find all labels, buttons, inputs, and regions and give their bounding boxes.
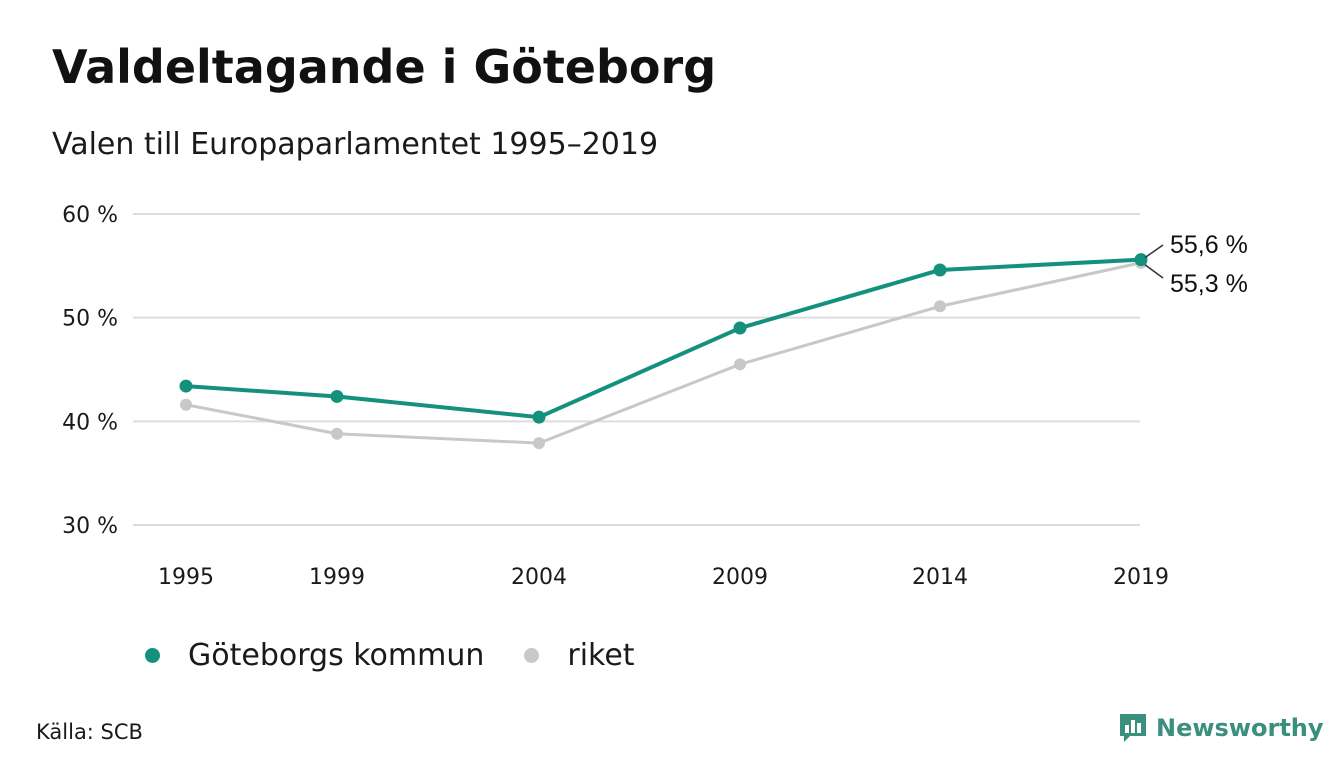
data-point-goteborg-2014 [933,263,947,277]
y-tick-label-60: 60 % [62,203,118,228]
bar-chart-icon [1120,714,1146,742]
data-point-riket-2014 [934,300,946,313]
data-point-goteborg-2019 [1134,253,1148,267]
data-point-riket-2004 [533,437,545,450]
legend-label-riket: riket [567,638,635,673]
data-point-riket-1999 [331,427,343,440]
data-point-riket-2009 [734,358,746,371]
x-tick-label-2019: 2019 [1113,565,1169,590]
legend-marker-goteborg [145,648,160,663]
end-label-riket: 55,3 % [1170,270,1248,298]
legend-label-goteborg: Göteborgs kommun [188,638,485,673]
legend-marker-riket [524,648,540,663]
brand-name: Newsworthy [1156,714,1324,742]
x-tick-label-2014: 2014 [912,565,968,590]
leader-line-riket [1144,264,1164,279]
line-chart: 30 % 40 % 50 % 60 % 1995 1999 2004 2009 2014 201… [62,203,1248,590]
data-point-riket-1995 [180,398,192,411]
legend-item-goteborg: Göteborgs kommun [145,638,484,673]
series [179,253,1148,450]
data-point-goteborg-2004 [532,410,546,424]
source-note: Källa: SCB [36,720,143,744]
y-tick-label-50: 50 % [62,307,118,332]
y-axis-ticks: 30 % 40 % 50 % 60 % [62,203,118,539]
data-point-goteborg-1999 [330,389,344,403]
data-point-goteborg-2009 [733,321,747,335]
x-axis-ticks: 1995 1999 2004 2009 2014 2019 [158,565,1169,590]
x-tick-label-2004: 2004 [511,565,567,590]
data-point-goteborg-1995 [179,379,193,393]
chart-subtitle: Valen till Europaparlamentet 1995–2019 [52,127,659,162]
x-tick-label-2009: 2009 [712,565,768,590]
series-line-goteborg [185,257,1142,420]
chart-title: Valdeltagande i Göteborg [52,40,717,94]
gridlines [133,213,1140,526]
brand-logo[interactable]: Newsworthy [1118,712,1324,744]
end-labels: 55,6 % 55,3 % [1144,231,1248,298]
y-tick-label-40: 40 % [62,410,118,435]
leader-line-goteborg [1144,244,1164,259]
x-tick-label-1999: 1999 [309,565,365,590]
legend-item-riket: riket [524,638,635,673]
end-label-goteborg: 55,6 % [1170,231,1248,259]
legend: Göteborgs kommun riket [145,638,675,673]
x-tick-label-1995: 1995 [158,565,214,590]
y-tick-label-30: 30 % [62,514,118,539]
series-line-riket [185,261,1142,445]
